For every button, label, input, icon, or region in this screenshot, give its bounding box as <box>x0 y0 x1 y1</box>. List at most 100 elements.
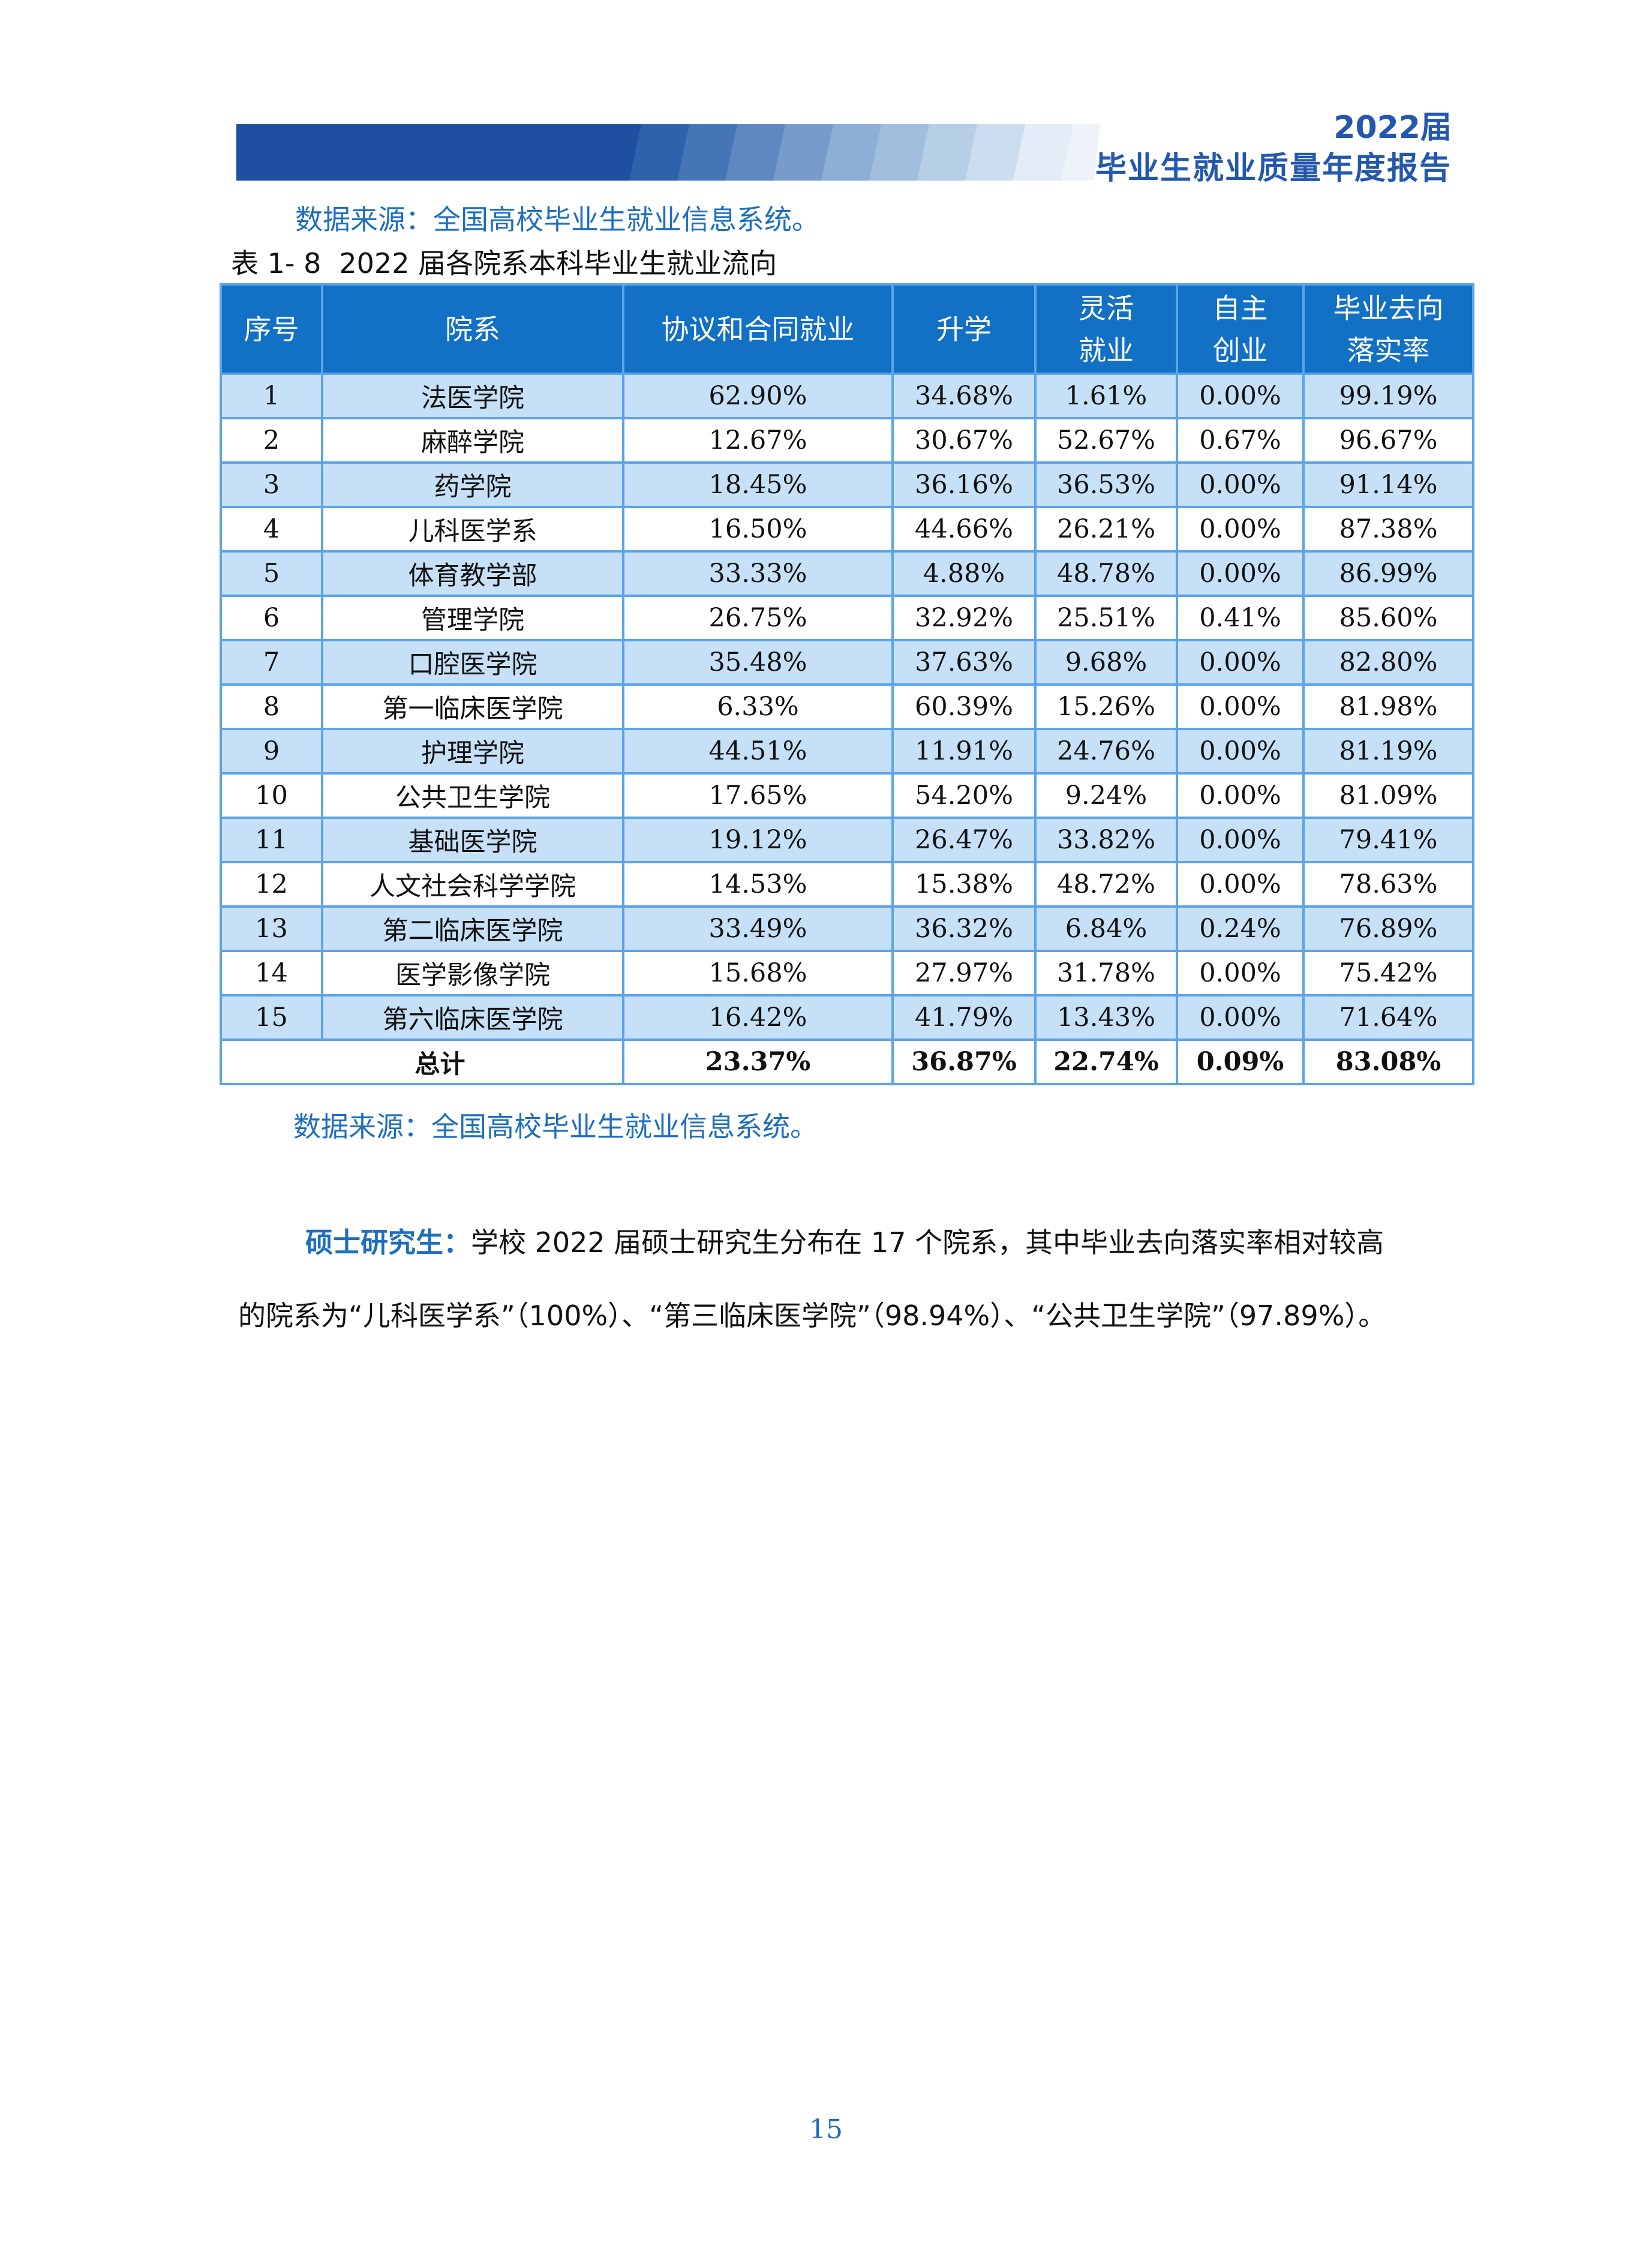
total-further-study: 36.87% <box>891 1039 1037 1085</box>
total-label: 总计 <box>220 1039 624 1085</box>
cell-placement-rate: 81.98% <box>1302 683 1474 730</box>
cell-self-employment: 0.24% <box>1176 905 1305 952</box>
cell-flexible: 31.78% <box>1034 950 1178 997</box>
cell-contract: 6.33% <box>622 683 894 730</box>
table-title: 2022 届各院系本科毕业生就业流向 <box>339 247 777 280</box>
paragraph-line1-text: 学校 2022 届硕士研究生分布在 17 个院系，其中毕业去向落实率相对较高 <box>471 1226 1384 1259</box>
header-rate-line1: 毕业去向 <box>1333 292 1444 325</box>
table-row: 13 第二临床医学院 33.49% 36.32% 6.84% 0.24% 76.… <box>220 905 1474 952</box>
cell-further-study: 32.92% <box>891 595 1037 641</box>
cell-index: 1 <box>220 373 323 419</box>
cell-further-study: 30.67% <box>891 417 1037 464</box>
cell-contract: 33.33% <box>622 550 894 597</box>
cell-department: 体育教学部 <box>321 550 624 597</box>
table-row: 7 口腔医学院 35.48% 37.63% 9.68% 0.00% 82.80% <box>220 639 1474 686</box>
cell-index: 2 <box>220 417 323 464</box>
cell-self-employment: 0.67% <box>1176 417 1305 464</box>
cell-index: 9 <box>220 728 323 775</box>
header-index: 序号 <box>220 283 323 375</box>
cell-department: 公共卫生学院 <box>321 772 624 819</box>
employment-destination-table: 序号 院系 协议和合同就业 升学 灵活 就业 自主 创业 毕业去向 落实率 1 … <box>220 283 1474 1085</box>
header-flexible-line1: 灵活 <box>1079 292 1134 325</box>
cell-self-employment: 0.00% <box>1176 817 1305 863</box>
cell-placement-rate: 91.14% <box>1302 461 1474 508</box>
cell-contract: 14.53% <box>622 861 894 908</box>
cell-further-study: 60.39% <box>891 683 1037 730</box>
cell-further-study: 11.91% <box>891 728 1037 775</box>
cell-contract: 12.67% <box>622 417 894 464</box>
cell-placement-rate: 85.60% <box>1302 595 1474 641</box>
cell-contract: 62.90% <box>622 373 894 419</box>
header-self-line2: 创业 <box>1212 334 1268 367</box>
cell-contract: 26.75% <box>622 595 894 641</box>
cell-flexible: 15.26% <box>1034 683 1178 730</box>
cell-self-employment: 0.00% <box>1176 950 1305 997</box>
cell-self-employment: 0.00% <box>1176 994 1305 1041</box>
cell-flexible: 9.68% <box>1034 639 1178 686</box>
cell-department: 儿科医学系 <box>321 506 624 553</box>
cell-flexible: 9.24% <box>1034 772 1178 819</box>
cell-self-employment: 0.00% <box>1176 550 1305 597</box>
cell-index: 6 <box>220 595 323 641</box>
cell-index: 10 <box>220 772 323 819</box>
header-placement-rate: 毕业去向 落实率 <box>1302 283 1474 375</box>
cell-flexible: 33.82% <box>1034 817 1178 863</box>
banner-stripes-graphic <box>236 124 1100 181</box>
cell-index: 7 <box>220 639 323 686</box>
cell-flexible: 48.78% <box>1034 550 1178 597</box>
header-self-employment: 自主 创业 <box>1176 283 1305 375</box>
table-row: 12 人文社会科学学院 14.53% 15.38% 48.72% 0.00% 7… <box>220 861 1474 908</box>
cell-index: 12 <box>220 861 323 908</box>
cell-placement-rate: 81.19% <box>1302 728 1474 775</box>
cell-placement-rate: 78.63% <box>1302 861 1474 908</box>
header-flexible-line2: 就业 <box>1079 334 1134 367</box>
table-caption: 表 1- 8 2022 届各院系本科毕业生就业流向 <box>231 246 777 281</box>
table-row: 4 儿科医学系 16.50% 44.66% 26.21% 0.00% 87.38… <box>220 506 1474 553</box>
paragraph-line-1: 硕士研究生：学校 2022 届硕士研究生分布在 17 个院系，其中毕业去向落实率… <box>238 1206 1462 1279</box>
cell-further-study: 4.88% <box>891 550 1037 597</box>
cell-flexible: 26.21% <box>1034 506 1178 553</box>
cell-contract: 19.12% <box>622 817 894 863</box>
report-title: 2022届 毕业生就业质量年度报告 <box>1095 108 1452 190</box>
cell-index: 15 <box>220 994 323 1041</box>
cell-further-study: 54.20% <box>891 772 1037 819</box>
cell-placement-rate: 71.64% <box>1302 994 1474 1041</box>
paragraph-line-2: 的院系为“儿科医学系”（100%）、“第三临床医学院”（98.94%）、“公共卫… <box>238 1299 1386 1332</box>
cell-further-study: 34.68% <box>891 373 1037 419</box>
table-row: 6 管理学院 26.75% 32.92% 25.51% 0.41% 85.60% <box>220 595 1474 641</box>
cell-department: 第一临床医学院 <box>321 683 624 730</box>
cell-index: 5 <box>220 550 323 597</box>
total-contract: 23.37% <box>622 1039 894 1085</box>
table-row: 5 体育教学部 33.33% 4.88% 48.78% 0.00% 86.99% <box>220 550 1474 597</box>
page-number: 15 <box>809 2114 843 2145</box>
cell-placement-rate: 76.89% <box>1302 905 1474 952</box>
cell-flexible: 6.84% <box>1034 905 1178 952</box>
data-source-note-top: 数据来源：全国高校毕业生就业信息系统。 <box>295 203 819 236</box>
cell-index: 8 <box>220 683 323 730</box>
cell-contract: 16.42% <box>622 994 894 1041</box>
cell-self-employment: 0.00% <box>1176 639 1305 686</box>
cell-flexible: 52.67% <box>1034 417 1178 464</box>
report-name: 毕业生就业质量年度报告 <box>1095 151 1452 187</box>
cell-further-study: 27.97% <box>891 950 1037 997</box>
cell-placement-rate: 87.38% <box>1302 506 1474 553</box>
total-placement-rate: 83.08% <box>1302 1039 1474 1085</box>
data-source-note-bottom: 数据来源：全国高校毕业生就业信息系统。 <box>293 1111 818 1143</box>
table-row: 10 公共卫生学院 17.65% 54.20% 9.24% 0.00% 81.0… <box>220 772 1474 819</box>
cell-self-employment: 0.00% <box>1176 683 1305 730</box>
cell-further-study: 41.79% <box>891 994 1037 1041</box>
cell-placement-rate: 79.41% <box>1302 817 1474 863</box>
table-row: 1 法医学院 62.90% 34.68% 1.61% 0.00% 99.19% <box>220 373 1474 419</box>
cell-flexible: 1.61% <box>1034 373 1178 419</box>
table-header-row: 序号 院系 协议和合同就业 升学 灵活 就业 自主 创业 毕业去向 落实率 <box>220 283 1474 375</box>
paragraph-lead: 硕士研究生： <box>305 1226 471 1259</box>
cell-flexible: 48.72% <box>1034 861 1178 908</box>
cell-department: 药学院 <box>321 461 624 508</box>
cell-further-study: 37.63% <box>891 639 1037 686</box>
cell-further-study: 26.47% <box>891 817 1037 863</box>
table-row: 2 麻醉学院 12.67% 30.67% 52.67% 0.67% 96.67% <box>220 417 1474 464</box>
report-year: 2022届 <box>1333 110 1452 146</box>
cell-department: 口腔医学院 <box>321 639 624 686</box>
table-row: 8 第一临床医学院 6.33% 60.39% 15.26% 0.00% 81.9… <box>220 683 1474 730</box>
cell-index: 4 <box>220 506 323 553</box>
